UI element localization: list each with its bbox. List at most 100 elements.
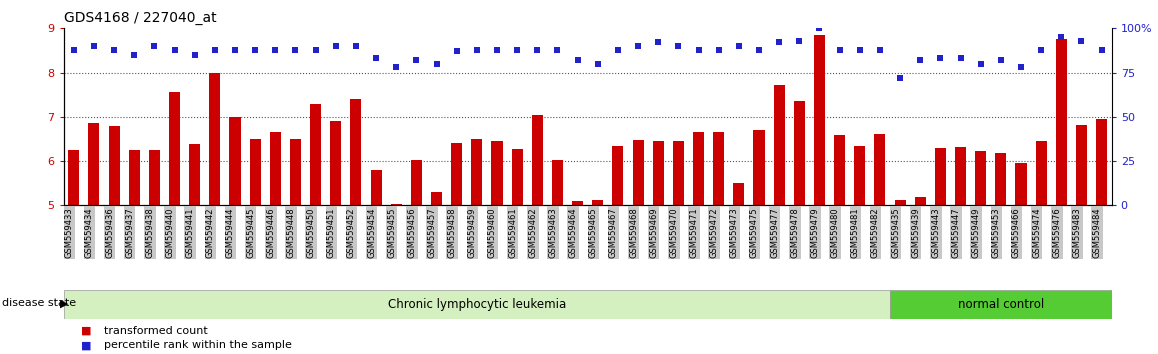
Point (749, 47, 768, 52)
Point (1012, 64, 1031, 70)
Text: GSM559460: GSM559460 (488, 207, 497, 258)
Text: GSM559446: GSM559446 (266, 207, 276, 258)
Text: GSM559443: GSM559443 (931, 207, 940, 258)
Point (669, 43, 688, 49)
Point (226, 47, 244, 52)
Point (125, 52, 144, 58)
Point (710, 47, 728, 52)
Point (245, 47, 264, 52)
Point (1051, 34, 1070, 40)
Text: GDS4168 / 227040_at: GDS4168 / 227040_at (64, 11, 217, 25)
Bar (290, 139, 301, 205)
Bar (855, 145, 865, 205)
Point (447, 48, 466, 54)
Text: GSM559458: GSM559458 (448, 207, 456, 258)
Bar (673, 141, 684, 205)
Text: GSM559475: GSM559475 (750, 207, 758, 258)
Text: GSM559448: GSM559448 (286, 207, 295, 258)
Text: GSM559444: GSM559444 (226, 207, 235, 257)
Bar (149, 150, 160, 205)
Text: GSM559461: GSM559461 (508, 207, 518, 258)
Bar (774, 85, 785, 205)
Point (508, 47, 527, 52)
Bar (955, 147, 966, 205)
Text: GSM559470: GSM559470 (669, 207, 679, 258)
Bar (310, 104, 321, 205)
Bar (88, 124, 100, 205)
Bar (632, 140, 644, 205)
Text: GSM559434: GSM559434 (85, 207, 94, 258)
Bar (793, 101, 805, 205)
Bar (653, 141, 664, 205)
Bar (995, 153, 1006, 205)
Text: GSM559479: GSM559479 (811, 207, 820, 258)
Text: GSM559477: GSM559477 (770, 207, 779, 258)
Point (931, 56, 950, 61)
Text: GSM559482: GSM559482 (871, 207, 880, 258)
Point (850, 47, 868, 52)
Point (991, 57, 1010, 63)
Text: GSM559465: GSM559465 (588, 207, 598, 258)
Point (770, 40, 789, 45)
Text: GSM559447: GSM559447 (952, 207, 960, 258)
Bar (874, 133, 886, 205)
Text: GSM559459: GSM559459 (468, 207, 477, 257)
Point (1072, 38, 1091, 44)
Text: Chronic lymphocytic leukemia: Chronic lymphocytic leukemia (388, 298, 566, 311)
Bar (431, 192, 442, 205)
Bar (713, 132, 724, 205)
Text: GSM559453: GSM559453 (992, 207, 1001, 258)
Text: GSM559466: GSM559466 (1012, 207, 1021, 258)
Point (629, 43, 647, 49)
Point (1032, 47, 1050, 52)
Point (346, 43, 365, 49)
Text: GSM559456: GSM559456 (408, 207, 417, 258)
Bar (613, 145, 623, 205)
Bar (592, 200, 603, 205)
Text: GSM559468: GSM559468 (629, 207, 638, 258)
Text: GSM559464: GSM559464 (569, 207, 578, 258)
Bar (129, 150, 140, 205)
Point (166, 47, 184, 52)
Bar (452, 143, 462, 205)
Bar (692, 132, 704, 205)
Text: normal control: normal control (958, 298, 1045, 311)
Bar (189, 144, 200, 205)
Point (387, 64, 405, 70)
Bar (351, 99, 361, 205)
Bar (411, 160, 422, 205)
Text: GSM559478: GSM559478 (790, 207, 799, 258)
Bar (1097, 119, 1107, 205)
Bar (1056, 39, 1067, 205)
Point (408, 57, 426, 63)
Text: GSM559452: GSM559452 (347, 207, 356, 257)
Text: GSM559435: GSM559435 (891, 207, 900, 258)
Bar (371, 170, 382, 205)
Bar (935, 148, 946, 205)
Bar (1016, 163, 1026, 205)
Bar (733, 183, 745, 205)
Point (1092, 47, 1111, 52)
Bar (250, 139, 261, 205)
Bar (1035, 141, 1047, 205)
Text: GSM559481: GSM559481 (851, 207, 859, 258)
Text: GSM559449: GSM559449 (972, 207, 981, 257)
Text: GSM559483: GSM559483 (1072, 207, 1082, 258)
Text: GSM559472: GSM559472 (710, 207, 719, 258)
Point (548, 47, 566, 52)
Bar (572, 201, 584, 205)
Text: GSM559450: GSM559450 (307, 207, 316, 257)
Bar (975, 152, 987, 205)
Point (588, 61, 607, 67)
Bar (512, 149, 522, 205)
Point (830, 47, 849, 52)
Point (185, 52, 204, 58)
Bar (330, 121, 342, 205)
Point (85, 43, 103, 49)
Point (730, 43, 748, 49)
Point (307, 47, 325, 52)
Bar (471, 139, 483, 205)
Text: GSM559480: GSM559480 (830, 207, 840, 258)
Point (105, 47, 124, 52)
Point (468, 47, 486, 52)
